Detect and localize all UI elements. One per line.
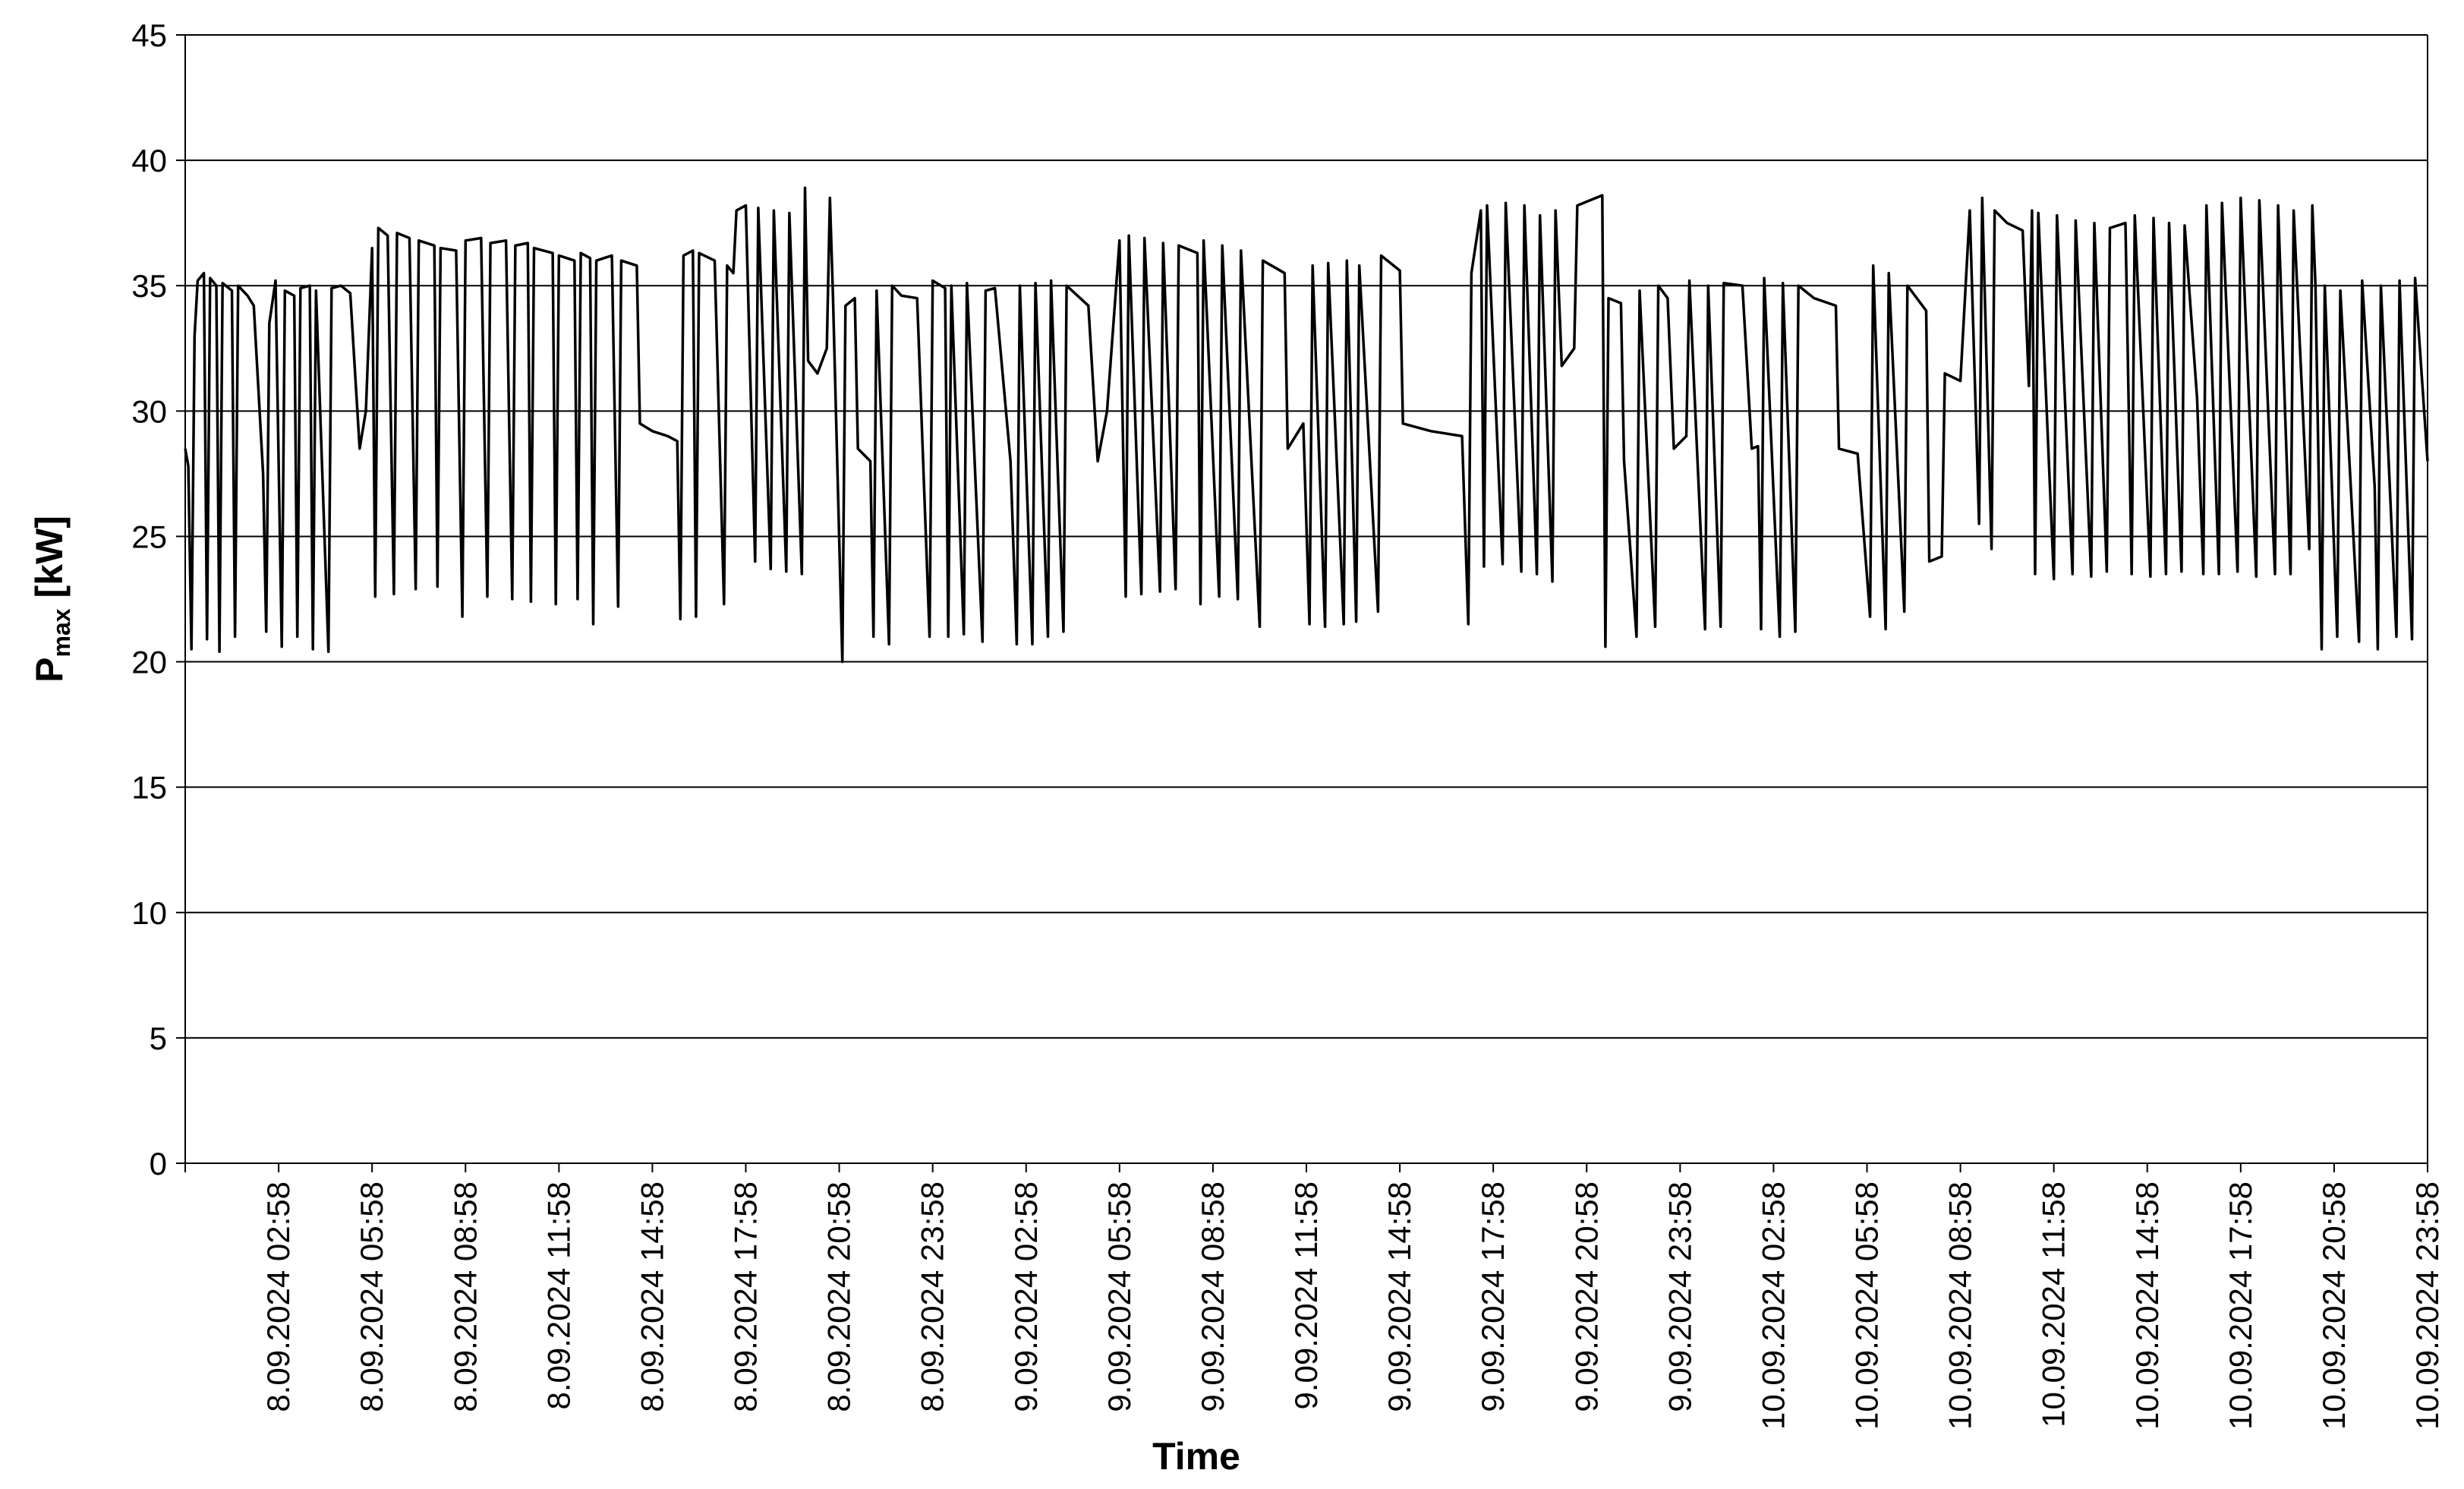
y-axis-title: Pmax [kW] (28, 516, 75, 683)
x-tick-label: 9.09.2024 17:58 (1475, 1181, 1511, 1412)
x-tick-label: 8.09.2024 20:58 (821, 1181, 857, 1412)
x-tick-label: 9.09.2024 20:58 (1568, 1181, 1604, 1412)
y-tick-label: 5 (150, 1021, 167, 1056)
y-axis-title-main: P (28, 658, 71, 683)
x-tick-label: 10.09.2024 23:58 (2409, 1181, 2445, 1430)
x-tick-label: 9.09.2024 08:58 (1195, 1181, 1230, 1412)
x-tick-label: 9.09.2024 05:58 (1101, 1181, 1137, 1412)
y-tick-label: 45 (131, 17, 167, 53)
x-tick-label: 10.09.2024 08:58 (1943, 1181, 1978, 1430)
x-tick-label: 9.09.2024 02:58 (1008, 1181, 1044, 1412)
y-tick-label: 40 (131, 143, 167, 178)
x-tick-label: 10.09.2024 02:58 (1755, 1181, 1791, 1430)
x-tick-label: 9.09.2024 23:58 (1662, 1181, 1697, 1412)
y-tick-label: 30 (131, 393, 167, 429)
x-tick-label: 10.09.2024 05:58 (1849, 1181, 1885, 1430)
x-tick-label: 8.09.2024 08:58 (447, 1181, 483, 1412)
x-tick-label: 8.09.2024 17:58 (728, 1181, 764, 1412)
x-axis-title: Time (1152, 1435, 1240, 1478)
y-tick-label: 25 (131, 519, 167, 554)
y-axis-title-unit: [kW] (28, 516, 71, 598)
x-tick-label: 10.09.2024 14:58 (2129, 1181, 2165, 1430)
y-tick-label: 15 (131, 770, 167, 806)
data-line (184, 186, 2429, 664)
x-tick-label: 10.09.2024 20:58 (2316, 1181, 2352, 1430)
y-tick-label: 0 (150, 1146, 167, 1181)
y-tick-label: 35 (131, 268, 167, 304)
y-tick-label: 10 (131, 895, 167, 931)
x-tick-label: 9.09.2024 14:58 (1382, 1181, 1417, 1412)
x-tick-label: 9.09.2024 11:58 (1288, 1181, 1324, 1410)
x-tick-label: 10.09.2024 11:58 (2036, 1181, 2072, 1427)
x-tick-label: 8.09.2024 05:58 (354, 1181, 389, 1412)
x-tick-label: 8.09.2024 14:58 (634, 1181, 670, 1412)
x-tick-label: 8.09.2024 11:58 (540, 1181, 576, 1410)
x-tick-label: 10.09.2024 17:58 (2223, 1181, 2258, 1430)
x-tick-label: 8.09.2024 02:58 (260, 1181, 296, 1412)
y-axis-title-sub: max (48, 608, 75, 657)
x-tick-label: 8.09.2024 23:58 (915, 1181, 950, 1412)
y-tick-label: 20 (131, 645, 167, 680)
